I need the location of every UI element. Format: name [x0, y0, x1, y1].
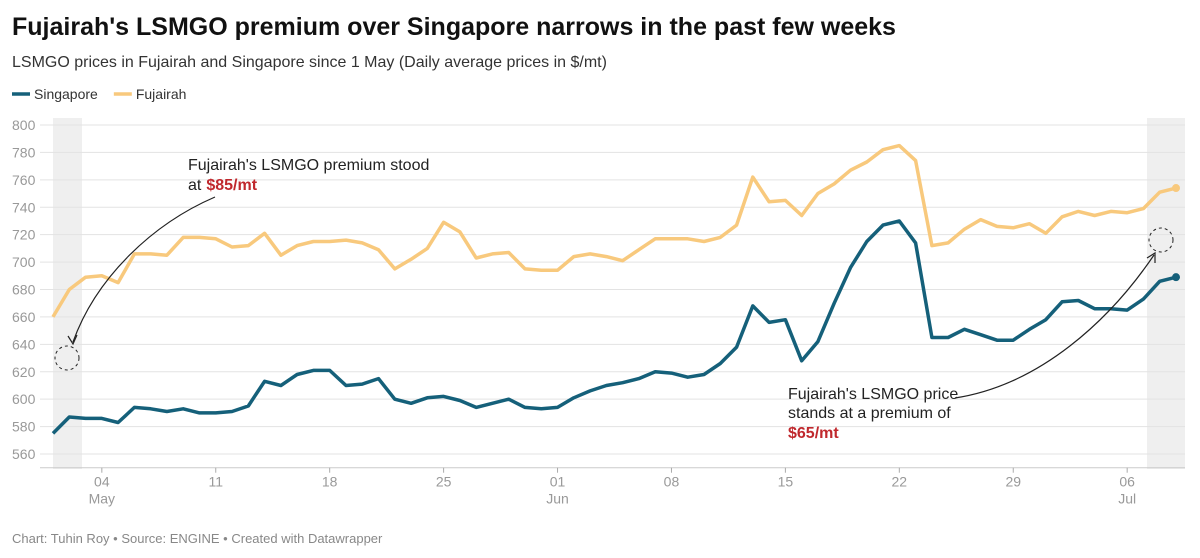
grid: 560 580 600 620 640 660 680 700 720 740 760 780 800 0…: [12, 117, 1185, 507]
annotation: Fujairah's LSMGO price: [788, 386, 958, 403]
annotation: stands at a premium of: [788, 405, 951, 422]
annotation-line: at: [188, 177, 202, 194]
y-tick-label: 680: [12, 282, 36, 298]
x-tick-label: 18: [322, 474, 338, 490]
legend-label: Fujairah: [136, 86, 187, 102]
y-tick-label: 700: [12, 254, 36, 270]
chart-title: Fujairah's LSMGO premium over Singapore …: [12, 13, 896, 41]
y-tick-label: 640: [12, 336, 36, 352]
series-line: [51, 219, 1177, 435]
annotation-arrow: [954, 254, 1155, 399]
x-tick-label: 25: [436, 474, 452, 490]
end-dot: [1172, 273, 1180, 282]
x-tick-sublabel: Jun: [546, 491, 569, 507]
y-tick-label: 580: [12, 419, 36, 435]
annotation: Fujairah's LSMGO premium stood: [188, 157, 429, 174]
y-tick-label: 600: [12, 391, 36, 407]
y-tick-label: 660: [12, 309, 36, 325]
y-tick-label: 720: [12, 227, 36, 243]
y-tick-label: 800: [12, 117, 36, 133]
y-tick-label: 740: [12, 199, 36, 215]
annotation: at $85/mt: [188, 177, 258, 194]
x-tick-sublabel: May: [89, 491, 115, 507]
annotation-circle: [1148, 227, 1174, 253]
x-tick-label: 15: [778, 474, 794, 490]
footer: Chart: Tuhin Roy • Source: ENGINE • Crea…: [12, 531, 383, 546]
x-tick-label: 08: [664, 474, 680, 490]
annotation-highlight: $85/mt: [206, 177, 257, 194]
chart-subtitle: LSMGO prices in Fujairah and Singapore s…: [12, 54, 607, 71]
x-tick-label: 01: [550, 474, 566, 490]
y-tick-label: 620: [12, 364, 36, 380]
y-tick-label: 780: [12, 144, 36, 160]
series-line: [51, 143, 1177, 318]
annotation-highlight: $65/mt: [788, 425, 839, 442]
x-tick-sublabel: Jul: [1118, 491, 1136, 507]
x-tick-label: 04: [94, 474, 110, 490]
end-dot: [1172, 184, 1180, 193]
arrow-head: [1146, 251, 1156, 263]
highlight-band: [1147, 118, 1185, 469]
y-tick-label: 760: [12, 172, 36, 188]
y-tick-label: 560: [12, 446, 36, 462]
arrow-head: [67, 334, 78, 346]
x-tick-label: 22: [892, 474, 908, 490]
x-tick-label: 11: [208, 474, 223, 490]
plot: [51, 143, 1180, 435]
annotation-arrow: [72, 196, 216, 343]
x-tick-label: 29: [1005, 474, 1021, 490]
legend-label: Singapore: [34, 86, 98, 102]
annotation-circle: [54, 345, 80, 371]
x-tick-label: 06: [1119, 474, 1135, 490]
